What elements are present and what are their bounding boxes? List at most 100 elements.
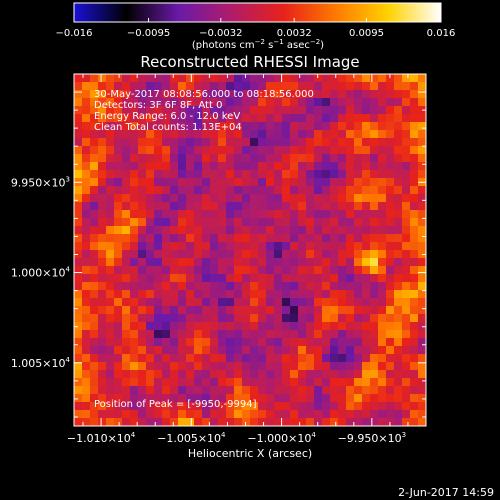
- heatmap-cell: [218, 82, 227, 91]
- heatmap-cell: [98, 274, 107, 283]
- heatmap-cell: [154, 410, 163, 419]
- heatmap-cell: [346, 322, 355, 331]
- heatmap-cell: [122, 410, 131, 419]
- heatmap-cell: [378, 194, 387, 203]
- heatmap-cell: [410, 250, 419, 259]
- heatmap-cell: [250, 90, 259, 99]
- heatmap-cell: [338, 218, 347, 227]
- heatmap-cell: [394, 162, 403, 171]
- heatmap-cell: [322, 274, 331, 283]
- heatmap-cell: [306, 122, 315, 131]
- heatmap-cell: [306, 74, 315, 83]
- heatmap-cell: [354, 186, 363, 195]
- heatmap-cell: [186, 146, 195, 155]
- heatmap-cell: [330, 362, 339, 371]
- x-tick-exponent: 4: [221, 431, 226, 439]
- heatmap-cell: [258, 242, 267, 251]
- heatmap-cell: [138, 298, 147, 307]
- heatmap-cell: [234, 274, 243, 283]
- heatmap-cell: [250, 106, 259, 115]
- heatmap-cell: [210, 154, 219, 163]
- heatmap-cell: [162, 218, 171, 227]
- heatmap-cell: [354, 242, 363, 251]
- heatmap-cell: [418, 362, 426, 371]
- heatmap-cell: [394, 282, 403, 291]
- heatmap-cell: [234, 234, 243, 243]
- heatmap-cell: [378, 234, 387, 243]
- heatmap-cell: [258, 306, 267, 315]
- heatmap-cell: [346, 378, 355, 387]
- heatmap-cell: [402, 338, 411, 347]
- heatmap-cell: [202, 202, 211, 211]
- colorbar-gradient: [73, 2, 442, 23]
- heatmap-cell: [410, 290, 419, 299]
- heatmap-cell: [322, 314, 331, 323]
- heatmap-cell: [242, 218, 251, 227]
- heatmap-cell: [162, 282, 171, 291]
- heatmap-cell: [154, 306, 163, 315]
- heatmap-cell: [226, 250, 235, 259]
- heatmap-cell: [138, 90, 147, 99]
- heatmap-cell: [274, 314, 283, 323]
- heatmap-cell: [274, 218, 283, 227]
- heatmap-cell: [306, 298, 315, 307]
- heatmap-cell: [394, 146, 403, 155]
- heatmap-cell: [394, 194, 403, 203]
- heatmap-cell: [378, 378, 387, 387]
- heatmap-cell: [146, 154, 155, 163]
- heatmap-cell: [290, 234, 299, 243]
- heatmap-cell: [370, 322, 379, 331]
- heatmap-cell: [330, 186, 339, 195]
- heatmap-cell: [122, 282, 131, 291]
- heatmap-cell: [170, 282, 179, 291]
- heatmap-cell: [418, 314, 426, 323]
- heatmap-cell: [162, 410, 171, 419]
- heatmap-cell: [266, 218, 275, 227]
- heatmap-cell: [194, 138, 203, 147]
- heatmap-cell: [418, 322, 426, 331]
- heatmap-cell: [74, 338, 83, 347]
- heatmap-cell: [242, 338, 251, 347]
- heatmap-cell: [362, 370, 371, 379]
- heatmap-cell: [90, 314, 99, 323]
- heatmap-cell: [346, 74, 355, 83]
- heatmap-cell: [314, 154, 323, 163]
- heatmap-cell: [178, 210, 187, 219]
- heatmap-cell: [346, 82, 355, 91]
- heatmap-cell: [386, 354, 395, 363]
- heatmap-cell: [226, 418, 235, 426]
- heatmap-cell: [418, 162, 426, 171]
- heatmap-cell: [210, 130, 219, 139]
- heatmap-cell: [130, 226, 139, 235]
- heatmap-cell: [178, 330, 187, 339]
- heatmap-cell: [106, 410, 115, 419]
- heatmap-cell: [346, 138, 355, 147]
- heatmap-cell: [362, 122, 371, 131]
- heatmap-cell: [146, 330, 155, 339]
- heatmap-cell: [274, 266, 283, 275]
- heatmap-cell: [306, 146, 315, 155]
- heatmap-cell: [202, 90, 211, 99]
- heatmap-cell: [346, 162, 355, 171]
- heatmap-cell: [114, 130, 123, 139]
- heatmap-cell: [330, 322, 339, 331]
- heatmap-cell: [266, 306, 275, 315]
- heatmap-cell: [354, 298, 363, 307]
- colorbar-unit-label: (photons cm−2 s−1 asec−2): [192, 38, 324, 51]
- heatmap-cell: [314, 242, 323, 251]
- heatmap-cell: [274, 322, 283, 331]
- heatmap-cell: [122, 98, 131, 107]
- heatmap-cell: [298, 266, 307, 275]
- heatmap-cell: [170, 226, 179, 235]
- heatmap-cell: [338, 250, 347, 259]
- heatmap-cell: [162, 402, 171, 411]
- heatmap-cell: [386, 274, 395, 283]
- heatmap-cell: [362, 250, 371, 259]
- heatmap-cell: [162, 74, 171, 83]
- heatmap-cell: [386, 386, 395, 395]
- heatmap-cell: [386, 114, 395, 123]
- heatmap-cell: [98, 378, 107, 387]
- heatmap-cell: [170, 122, 179, 131]
- heatmap-cell: [322, 146, 331, 155]
- heatmap-cell: [130, 266, 139, 275]
